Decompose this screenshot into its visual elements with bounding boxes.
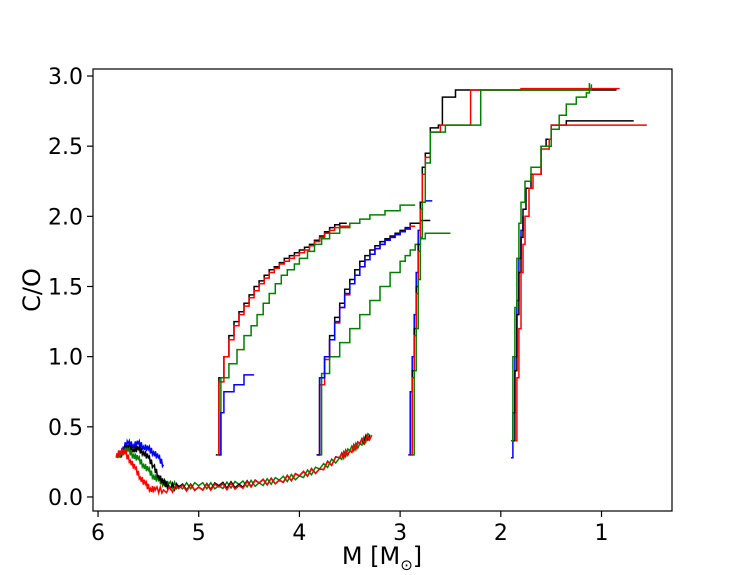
series-line-green-16 (412, 84, 593, 456)
series-line-red-19 (514, 124, 647, 442)
series-line-green-7 (218, 204, 416, 456)
x-tick-label: 1 (595, 521, 609, 546)
y-tick-label: 0.5 (48, 416, 83, 441)
series-layer (115, 83, 647, 496)
series-line-green-11 (319, 232, 451, 456)
y-tick-label: 1.5 (48, 275, 83, 300)
series-line-green-20 (510, 83, 591, 442)
y-tick-label: 1.0 (48, 346, 83, 371)
series-line-blue-12 (317, 227, 411, 456)
y-tick-label: 2.0 (48, 205, 83, 230)
series-line-black-9 (316, 219, 431, 456)
y-tick-label: 3.0 (48, 65, 83, 90)
x-tick-label: 2 (494, 521, 508, 546)
x-tick-label: 3 (393, 521, 407, 546)
series-line-red-4 (115, 433, 373, 496)
y-tick-label: 2.5 (48, 135, 83, 160)
x-tick-label: 6 (91, 521, 105, 546)
x-tick-label: 4 (292, 521, 306, 546)
y-axis: 0.0 0.5 1.0 1.5 2.0 2.5 3.0 (48, 65, 93, 511)
y-tick-label: 0.0 (48, 486, 83, 511)
series-line-black-14 (410, 89, 617, 456)
plot-frame (92, 68, 673, 512)
x-axis-label: M [M⊙] (342, 542, 422, 574)
y-axis-label: C/O (18, 268, 46, 312)
series-line-red-6 (216, 225, 350, 456)
series-line-blue-0 (119, 437, 165, 469)
x-axis: 6 5 4 3 2 1 (91, 511, 609, 546)
series-line-blue-8 (218, 374, 255, 456)
x-tick-label: 5 (192, 521, 206, 546)
